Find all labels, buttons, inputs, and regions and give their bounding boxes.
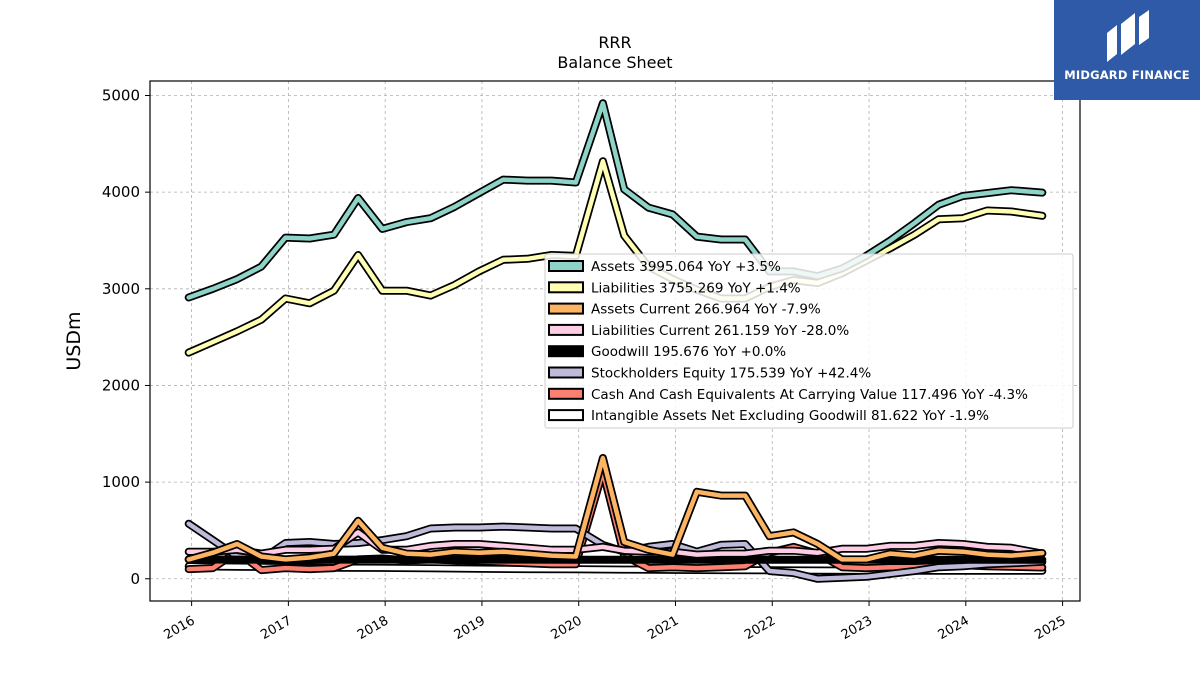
legend-box [544, 253, 1074, 429]
series-liabilities [184, 157, 1047, 357]
legend-entry: Intangible Assets Net Excluding Goodwill… [591, 408, 989, 424]
y-tick-label: 1000 [102, 473, 140, 491]
legend-swatch [548, 281, 584, 294]
logo-mark-icon [1107, 10, 1149, 62]
y-tick-label: 2000 [102, 376, 140, 394]
x-tick-label: 2024 [936, 613, 972, 643]
x-tick-label: 2025 [1032, 613, 1068, 643]
y-tick-label: 3000 [102, 280, 140, 298]
x-tick-label: 2019 [452, 613, 488, 643]
y-tick-label: 0 [130, 570, 140, 588]
x-tick-label: 2022 [742, 613, 778, 643]
legend-swatch [548, 345, 584, 358]
legend-swatch [548, 409, 584, 422]
legend-swatch [548, 323, 584, 336]
legend-swatch [548, 387, 584, 400]
y-tick-label: 5000 [102, 86, 140, 104]
chart-subtitle: Balance Sheet [557, 53, 672, 72]
chart-title: RRR [598, 33, 631, 52]
series-line [186, 158, 1045, 355]
plot-frame [149, 80, 1081, 602]
x-tick-label: 2018 [355, 613, 391, 643]
series-line [186, 530, 1045, 557]
midgard-finance-logo: MIDGARD FINANCE [1054, 0, 1200, 100]
series-line [186, 100, 1045, 300]
y-axis-ticks: 0 1000 2000 3000 4000 5000 [102, 86, 150, 588]
x-tick-label: 2017 [258, 613, 294, 643]
legend-entry: Stockholders Equity 175.539 YoY +42.4% [591, 366, 871, 382]
legend-entry: Assets Current 266.964 YoY -7.9% [591, 302, 821, 318]
series-line [186, 455, 1045, 562]
legend-swatch [548, 260, 584, 272]
series-assets-current [184, 454, 1047, 564]
legend-swatch [548, 366, 584, 379]
legend-entry: Liabilities 3755.269 YoY +1.4% [591, 280, 801, 296]
x-axis-ticks: 2016 2017 2018 2019 2020 2021 2022 2023 2024 2025 [161, 601, 1069, 643]
legend-entry: Liabilities Current 261.159 YoY -28.0% [591, 323, 849, 339]
x-tick-label: 2016 [161, 613, 197, 643]
legend: Assets 3995.064 YoY +3.5% Liabilities 375… [544, 253, 1074, 429]
series-layer [184, 99, 1047, 583]
x-tick-label: 2021 [645, 613, 681, 643]
series-liabilities-current [184, 528, 1047, 559]
legend-entry: Goodwill 195.676 YoY +0.0% [591, 344, 786, 360]
x-tick-label: 2020 [549, 613, 585, 643]
legend-entry: Assets 3995.064 YoY +3.5% [591, 259, 781, 275]
series-assets [184, 99, 1047, 302]
x-tick-label: 2023 [839, 613, 875, 643]
legend-entry: Cash And Cash Equivalents At Carrying Va… [591, 387, 1028, 403]
logo-text: MIDGARD FINANCE [1064, 68, 1190, 82]
legend-swatch [548, 302, 584, 315]
y-tick-label: 4000 [102, 183, 140, 201]
y-axis-label: USDm [63, 311, 85, 370]
